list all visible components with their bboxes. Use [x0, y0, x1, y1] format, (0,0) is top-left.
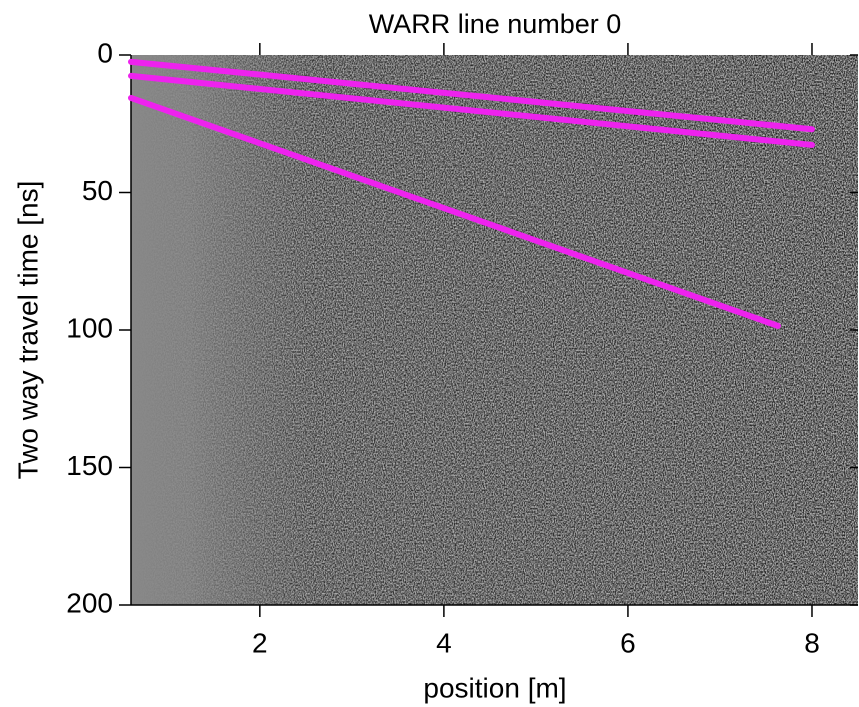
y-tick-label: 100 [66, 312, 113, 343]
y-tick-label: 200 [66, 587, 113, 618]
y-tick-label: 0 [97, 37, 113, 68]
chart-title: WARR line number 0 [369, 9, 622, 39]
x-tick-label: 4 [436, 627, 452, 658]
y-axis-label: Two way travel time [ns] [12, 181, 43, 480]
radargram [131, 55, 858, 605]
reflection-line [128, 72, 815, 148]
x-tick-label: 6 [620, 627, 636, 658]
y-tick-label: 150 [66, 450, 113, 481]
reflection-line [128, 94, 781, 329]
reflection-line [128, 58, 815, 133]
y-tick-label: 50 [82, 175, 113, 206]
radargram-fade [131, 55, 858, 605]
x-tick-label: 2 [252, 627, 268, 658]
x-axis-label: position [m] [423, 672, 566, 703]
x-tick-label: 8 [804, 627, 820, 658]
